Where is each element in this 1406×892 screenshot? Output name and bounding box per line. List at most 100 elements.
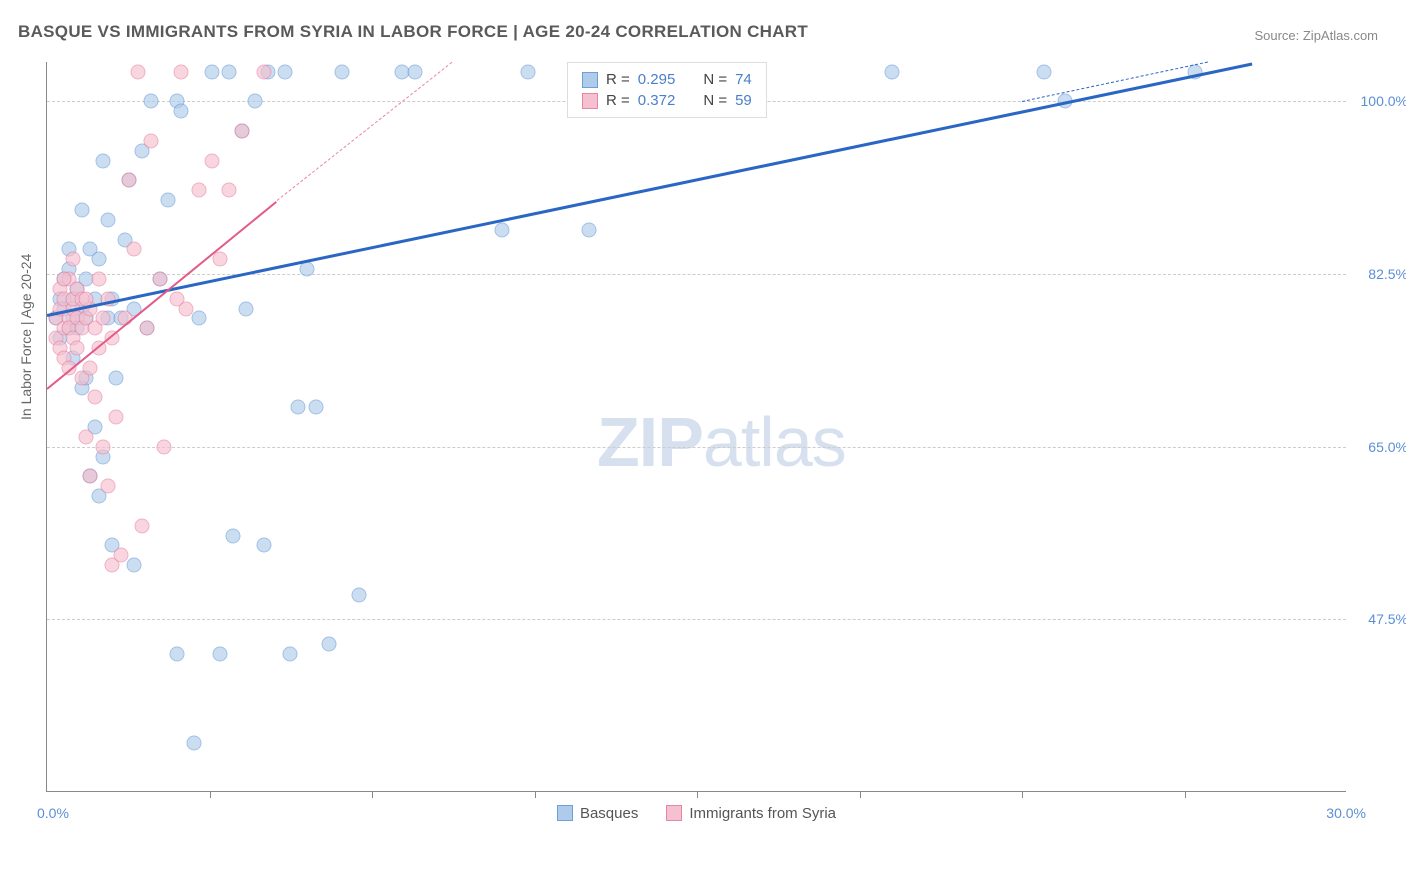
legend-label: Immigrants from Syria [689, 805, 836, 822]
data-point [239, 301, 254, 316]
data-point [83, 469, 98, 484]
data-point [135, 518, 150, 533]
data-point [161, 193, 176, 208]
data-point [113, 548, 128, 563]
data-point [96, 311, 111, 326]
data-point [321, 637, 336, 652]
data-point [126, 558, 141, 573]
data-point [256, 538, 271, 553]
data-point [885, 64, 900, 79]
data-point [235, 124, 250, 139]
data-point [100, 479, 115, 494]
data-point [352, 587, 367, 602]
data-point [174, 64, 189, 79]
data-point [213, 646, 228, 661]
legend-r-label: R = [606, 92, 630, 109]
data-point [152, 272, 167, 287]
x-axis-tick [697, 791, 698, 798]
data-point [334, 64, 349, 79]
legend-swatch [582, 72, 598, 88]
y-axis-title: In Labor Force | Age 20-24 [18, 254, 34, 420]
data-point [57, 272, 72, 287]
data-point [191, 311, 206, 326]
x-axis-tick [1185, 791, 1186, 798]
legend-n-value: 74 [735, 71, 752, 88]
watermark-light: atlas [703, 403, 846, 481]
data-point [96, 153, 111, 168]
x-axis-tick [1022, 791, 1023, 798]
data-point [495, 222, 510, 237]
data-point [248, 94, 263, 109]
data-point [157, 439, 172, 454]
legend-swatch [666, 805, 682, 821]
source-attribution: Source: ZipAtlas.com [1254, 28, 1378, 43]
data-point [79, 429, 94, 444]
data-point [144, 133, 159, 148]
data-point [83, 360, 98, 375]
data-point [204, 153, 219, 168]
data-point [256, 64, 271, 79]
data-point [66, 252, 81, 267]
watermark-logo: ZIPatlas [597, 402, 846, 482]
legend-label: Basques [580, 805, 638, 822]
data-point [191, 183, 206, 198]
data-point [92, 272, 107, 287]
data-point [222, 64, 237, 79]
data-point [300, 262, 315, 277]
legend-n-label: N = [703, 92, 727, 109]
data-point [204, 64, 219, 79]
data-point [521, 64, 536, 79]
x-axis-tick [860, 791, 861, 798]
data-point [92, 252, 107, 267]
data-point [222, 183, 237, 198]
data-point [126, 242, 141, 257]
chart-title: BASQUE VS IMMIGRANTS FROM SYRIA IN LABOR… [18, 22, 808, 42]
data-point [109, 410, 124, 425]
correlation-legend: R = 0.295 N = 74 R = 0.372 N = 59 [567, 62, 767, 118]
legend-r-value: 0.372 [638, 92, 676, 109]
x-axis-tick [535, 791, 536, 798]
data-point [144, 94, 159, 109]
data-point [96, 439, 111, 454]
data-point [278, 64, 293, 79]
data-point [226, 528, 241, 543]
data-point [408, 64, 423, 79]
data-point [170, 646, 185, 661]
legend-item: Immigrants from Syria [666, 805, 836, 822]
legend-swatch [557, 805, 573, 821]
data-point [87, 390, 102, 405]
legend-row: R = 0.372 N = 59 [582, 90, 752, 111]
data-point [291, 400, 306, 415]
data-point [122, 173, 137, 188]
legend-n-value: 59 [735, 92, 752, 109]
watermark-bold: ZIP [597, 403, 703, 481]
legend-swatch [582, 93, 598, 109]
series-legend: Basques Immigrants from Syria [47, 805, 1346, 826]
legend-n-label: N = [703, 71, 727, 88]
legend-row: R = 0.295 N = 74 [582, 69, 752, 90]
data-point [100, 212, 115, 227]
y-axis-tick-label: 47.5% [1368, 611, 1406, 627]
y-axis-tick-label: 65.0% [1368, 439, 1406, 455]
data-point [282, 646, 297, 661]
data-point [109, 370, 124, 385]
data-point [213, 252, 228, 267]
data-point [581, 222, 596, 237]
y-axis-tick-label: 100.0% [1361, 93, 1406, 109]
data-point [70, 341, 85, 356]
data-point [139, 321, 154, 336]
trendline-extrapolated [276, 62, 451, 201]
data-point [174, 104, 189, 119]
chart-plot-area: ZIPatlas R =0.295N =74R =0.372N =59 0.0%… [46, 62, 1346, 792]
x-axis-tick [372, 791, 373, 798]
data-point [74, 202, 89, 217]
legend-item: Basques [557, 805, 638, 822]
legend-r-value: 0.295 [638, 71, 676, 88]
data-point [308, 400, 323, 415]
data-point [131, 64, 146, 79]
data-point [178, 301, 193, 316]
gridline-horizontal [47, 447, 1346, 448]
legend-r-label: R = [606, 71, 630, 88]
x-axis-tick [210, 791, 211, 798]
data-point [187, 735, 202, 750]
